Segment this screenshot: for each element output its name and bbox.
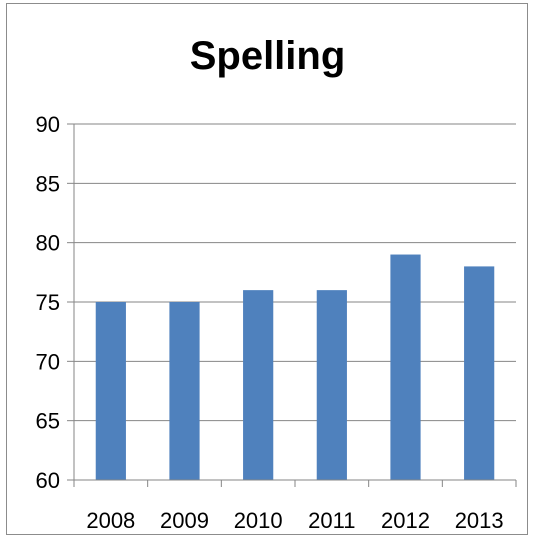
- bar-2010: [243, 290, 274, 480]
- bars: [95, 254, 495, 480]
- y-tick-label: 80: [36, 231, 60, 256]
- x-tick-label: 2008: [86, 508, 135, 533]
- x-tick-label: 2012: [381, 508, 430, 533]
- x-tick-label: 2010: [234, 508, 283, 533]
- y-tick-label: 85: [36, 171, 60, 196]
- x-tick-label: 2011: [308, 508, 355, 533]
- chart-title: Spelling: [189, 34, 346, 78]
- y-tick-label: 90: [36, 112, 60, 137]
- y-tick-label: 70: [36, 349, 60, 374]
- x-tick-label: 2009: [160, 508, 209, 533]
- bar-2013: [464, 266, 495, 480]
- y-tick-label: 60: [36, 468, 60, 493]
- axes: [73, 124, 517, 487]
- bar-2012: [390, 254, 421, 480]
- bar-2009: [169, 302, 200, 480]
- y-tick-label: 65: [36, 409, 60, 434]
- x-tick-labels: 2008 2009 2010 2011 2012 2013: [86, 508, 503, 533]
- y-tick-labels: 60 65 70 75 80 85 90: [36, 112, 60, 493]
- bar-2011: [316, 290, 347, 480]
- gridlines: [67, 123, 516, 481]
- y-tick-label: 75: [36, 290, 60, 315]
- bar-2008: [95, 302, 126, 480]
- x-tick-label: 2013: [455, 508, 504, 533]
